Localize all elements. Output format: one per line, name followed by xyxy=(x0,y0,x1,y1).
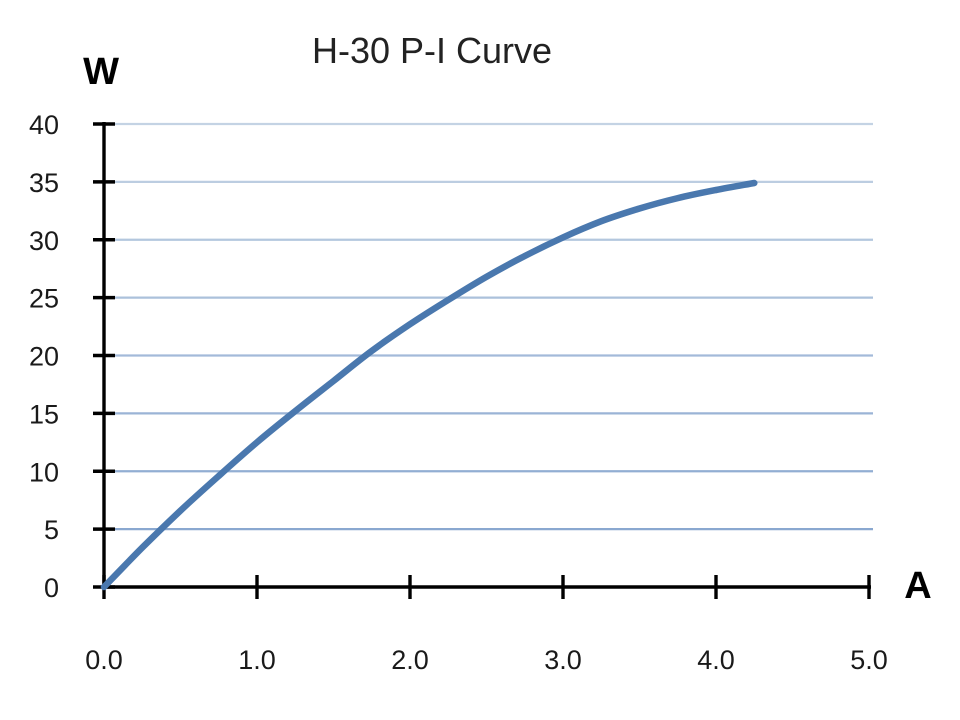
y-tick-label: 5 xyxy=(44,515,59,545)
x-tick-label: 1.0 xyxy=(238,645,276,675)
y-tick-label: 20 xyxy=(29,342,59,372)
plot-area xyxy=(100,179,758,591)
series-line xyxy=(100,179,758,591)
y-tick-label: 25 xyxy=(29,284,59,314)
x-tick-labels: 0.0 1.0 2.0 3.0 4.0 5.0 xyxy=(85,645,888,675)
y-tick-label: 0 xyxy=(44,573,59,603)
x-axis-unit-label: A xyxy=(904,565,931,607)
y-tick-label: 30 xyxy=(29,226,59,256)
y-tick-label: 15 xyxy=(29,399,59,429)
y-tick-labels: 0 5 10 15 20 25 30 35 40 xyxy=(29,110,59,603)
gridlines xyxy=(104,122,873,531)
x-tick-label: 0.0 xyxy=(85,645,123,675)
y-axis-unit-label: W xyxy=(83,51,119,93)
chart-title: H-30 P-I Curve xyxy=(312,30,552,71)
y-tick-label: 35 xyxy=(29,168,59,198)
x-tick-label: 2.0 xyxy=(391,645,429,675)
x-tick-label: 3.0 xyxy=(544,645,582,675)
y-tick-label: 10 xyxy=(29,457,59,487)
x-tick-label: 5.0 xyxy=(850,645,888,675)
y-tick-label: 40 xyxy=(29,110,59,140)
x-tick-label: 4.0 xyxy=(697,645,735,675)
axes xyxy=(93,122,871,599)
